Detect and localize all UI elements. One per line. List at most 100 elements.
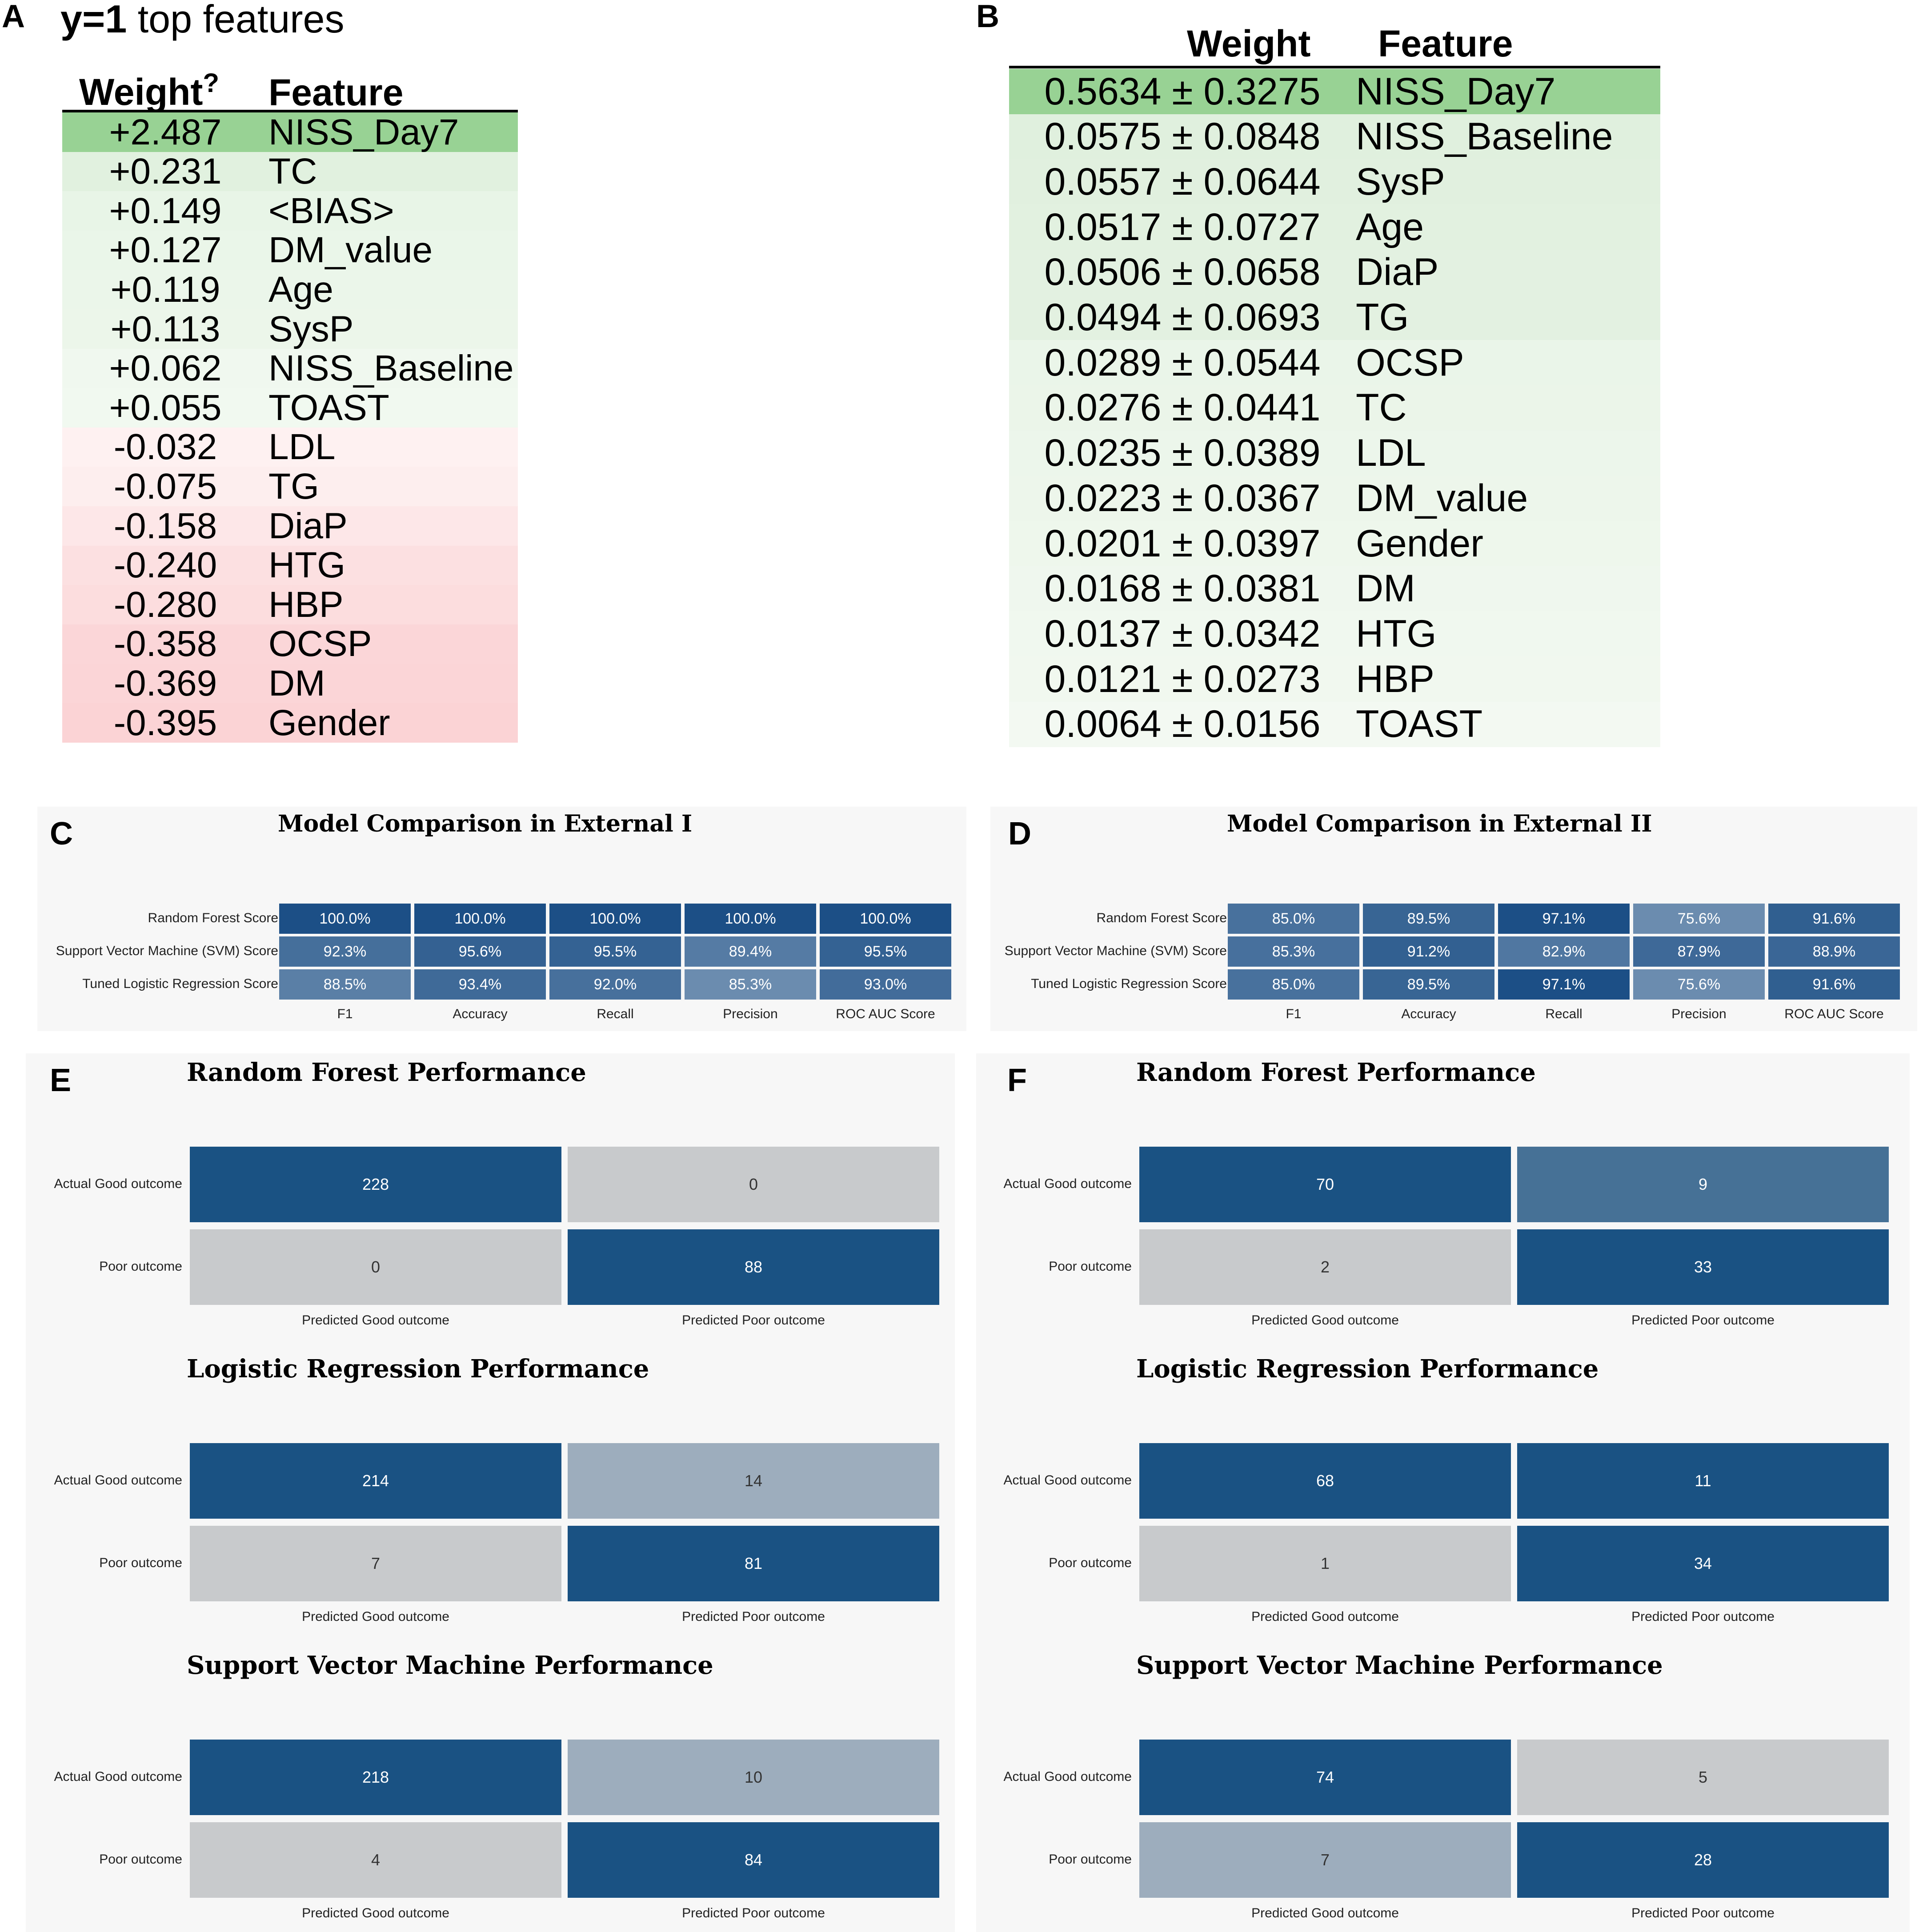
panel-b-row: 0.0575 ± 0.0848 NISS_Baseline [1009, 114, 1660, 160]
panel-b-weight-value: 0.0517 ± 0.0727 [1044, 205, 1321, 248]
panel-a-feature-name: DiaP [268, 506, 348, 546]
panel-a-feature-name: LDL [268, 427, 336, 467]
panel-d-title: Model Comparison in External II [1227, 810, 1652, 837]
confusion-matrix-col-label: Predicted Poor outcome [1631, 1313, 1775, 1328]
confusion-matrix-col-label: Predicted Poor outcome [682, 1313, 825, 1328]
panel-b-feature-name: HBP [1356, 657, 1434, 700]
panel-a-weight-header: Weight? [79, 68, 220, 113]
panel-a-feature-name: TOAST [268, 388, 389, 428]
heatmap-row-label: Support Vector Machine (SVM) Score [1004, 944, 1227, 958]
panel-a-weight-value: +0.119 [110, 270, 220, 310]
confusion-matrix-title: Random Forest Performance [1136, 1058, 1536, 1087]
panel-a-weight-value: -0.369 [113, 664, 217, 704]
panel-a-row: -0.358 OCSP [62, 624, 518, 664]
panel-b-feature-name: Age [1356, 205, 1424, 248]
panel-b-feature-name: TC [1356, 386, 1407, 429]
panel-a-row: +0.231 TC [62, 152, 518, 192]
confusion-matrix-row-label: Actual Good outcome [1003, 1473, 1132, 1488]
heatmap-cell: 89.5% [1363, 969, 1494, 1000]
panel-a-weight-value: +2.487 [109, 112, 222, 152]
heatmap-col-label: Precision [1671, 1007, 1727, 1021]
heatmap-cell: 92.0% [549, 969, 681, 1000]
confusion-matrix-col-label: Predicted Good outcome [1251, 1313, 1399, 1328]
panel-b-feature-name: SysP [1356, 160, 1445, 203]
heatmap-cell: 95.6% [414, 936, 546, 967]
confusion-matrix-col-label: Predicted Poor outcome [682, 1906, 825, 1920]
panel-b-feature-name: HTG [1356, 612, 1437, 655]
panel-letter-d: D [1008, 816, 1031, 852]
confusion-matrix-row-label: Actual Good outcome [1003, 1176, 1132, 1191]
confusion-matrix-row-label: Poor outcome [99, 1259, 182, 1274]
panel-a-weight-value: -0.240 [113, 545, 217, 585]
panel-b-weight-value: 0.0201 ± 0.0397 [1044, 522, 1321, 565]
heatmap-cell: 97.1% [1498, 904, 1630, 934]
panel-a-feature-name: OCSP [268, 624, 372, 664]
confusion-matrix-cell: 5 [1517, 1740, 1889, 1815]
panel-letter-f: F [1007, 1063, 1027, 1098]
heatmap-cell: 88.5% [279, 969, 411, 1000]
panel-b-weight-value: 0.0506 ± 0.0658 [1044, 251, 1321, 294]
confusion-matrix-cell: 33 [1517, 1229, 1889, 1305]
heatmap-col-label: F1 [337, 1007, 353, 1021]
confusion-matrix-title: Random Forest Performance [187, 1058, 586, 1087]
panel-a-header-rule [62, 110, 518, 112]
confusion-matrix-col-label: Predicted Poor outcome [682, 1609, 825, 1624]
confusion-matrix-row-label: Poor outcome [1049, 1259, 1132, 1274]
confusion-matrix-row-label: Poor outcome [99, 1556, 182, 1570]
panel-b-feature-name: DM_value [1356, 476, 1528, 520]
panel-b-row: 0.0201 ± 0.0397 Gender [1009, 521, 1660, 566]
panel-a-row: -0.158 DiaP [62, 506, 518, 546]
panel-b-row: 0.5634 ± 0.3275 NISS_Day7 [1009, 69, 1660, 114]
heatmap-col-label: ROC AUC Score [1784, 1007, 1884, 1021]
panel-a-row: +0.119 Age [62, 270, 518, 310]
heatmap-cell: 100.0% [549, 904, 681, 934]
confusion-matrix-cell: 228 [190, 1147, 561, 1222]
panel-b-row: 0.0168 ± 0.0381 DM [1009, 566, 1660, 612]
heatmap-cell: 91.6% [1768, 969, 1900, 1000]
panel-b-feature-name: NISS_Day7 [1356, 70, 1556, 113]
panel-b-row: 0.0506 ± 0.0658 DiaP [1009, 249, 1660, 295]
panel-a-feature-name: SysP [268, 309, 354, 349]
panel-a-row: +2.487 NISS_Day7 [62, 112, 518, 152]
panel-b-feature-name: DiaP [1356, 251, 1439, 294]
heatmap-cell: 95.5% [549, 936, 681, 967]
panel-a-row: +0.055 TOAST [62, 388, 518, 428]
confusion-matrix-cell: 68 [1139, 1443, 1511, 1519]
panel-c-title: Model Comparison in External I [278, 810, 693, 837]
heatmap-row-label: Random Forest Score [1096, 911, 1227, 925]
heatmap-cell: 93.4% [414, 969, 546, 1000]
confusion-matrix-row-label: Actual Good outcome [54, 1769, 182, 1784]
confusion-matrix-cell: 14 [568, 1443, 939, 1519]
confusion-matrix-row-label: Actual Good outcome [54, 1176, 182, 1191]
confusion-matrix-cell: 2 [1139, 1229, 1511, 1305]
confusion-matrix-row-label: Actual Good outcome [1003, 1769, 1132, 1784]
confusion-matrix-cell: 70 [1139, 1147, 1511, 1222]
panel-b-weight-value: 0.0235 ± 0.0389 [1044, 432, 1321, 475]
panel-b-row: 0.0235 ± 0.0389 LDL [1009, 430, 1660, 476]
panel-b-weight-value: 0.0064 ± 0.0156 [1044, 703, 1321, 746]
panel-b-feature-header: Feature [1378, 23, 1513, 64]
heatmap-cell: 100.0% [685, 904, 816, 934]
panel-b-feature-name: TOAST [1356, 703, 1483, 746]
heatmap-row-label: Tuned Logistic Regression Score [1031, 976, 1227, 991]
confusion-matrix-cell: 28 [1517, 1822, 1889, 1898]
heatmap-cell: 92.3% [279, 936, 411, 967]
confusion-matrix-col-label: Predicted Poor outcome [1631, 1609, 1775, 1624]
panel-letter-a: A [2, 0, 25, 34]
panel-a-feature-name: NISS_Day7 [268, 112, 459, 152]
panel-b-weight-value: 0.0223 ± 0.0367 [1044, 476, 1321, 520]
confusion-matrix-cell: 34 [1517, 1526, 1889, 1601]
heatmap-col-label: Accuracy [453, 1007, 508, 1021]
heatmap-col-label: Accuracy [1401, 1007, 1456, 1021]
panel-b-feature-name: NISS_Baseline [1356, 115, 1613, 158]
confusion-matrix-cell: 81 [568, 1526, 939, 1601]
panel-a-row: -0.032 LDL [62, 427, 518, 467]
heatmap-cell: 75.6% [1633, 904, 1765, 934]
confusion-matrix-cell: 84 [568, 1822, 939, 1898]
heatmap-cell: 85.0% [1228, 969, 1359, 1000]
panel-b-feature-name: LDL [1356, 432, 1426, 475]
panel-b-weight-header: Weight [1187, 23, 1311, 64]
heatmap-col-label: F1 [1286, 1007, 1302, 1021]
panel-b-row: 0.0557 ± 0.0644 SysP [1009, 159, 1660, 205]
panel-a-feature-name: NISS_Baseline [268, 348, 514, 388]
